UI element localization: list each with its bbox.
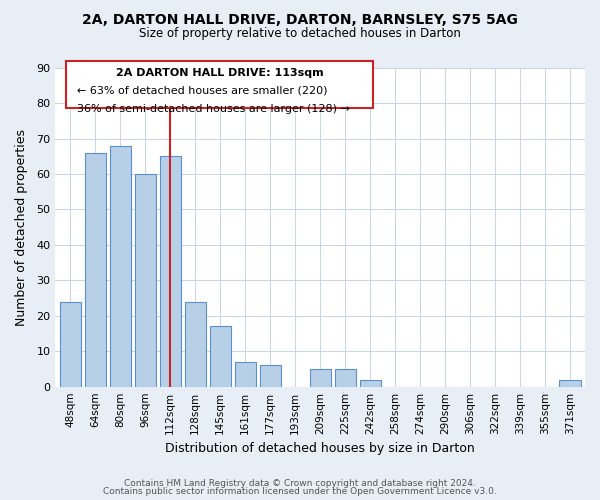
Bar [559,380,581,386]
Text: 36% of semi-detached houses are larger (128) →: 36% of semi-detached houses are larger (… [77,104,349,115]
Bar [260,366,281,386]
Bar [209,326,231,386]
X-axis label: Distribution of detached houses by size in Darton: Distribution of detached houses by size … [165,442,475,455]
Text: 2A, DARTON HALL DRIVE, DARTON, BARNSLEY, S75 5AG: 2A, DARTON HALL DRIVE, DARTON, BARNSLEY,… [82,12,518,26]
Bar [110,146,131,386]
Text: Contains public sector information licensed under the Open Government Licence v3: Contains public sector information licen… [103,487,497,496]
Bar [310,369,331,386]
Text: 2A DARTON HALL DRIVE: 113sqm: 2A DARTON HALL DRIVE: 113sqm [116,68,323,78]
Bar [59,302,81,386]
Text: Size of property relative to detached houses in Darton: Size of property relative to detached ho… [139,28,461,40]
Bar [359,380,381,386]
FancyBboxPatch shape [66,62,373,108]
Bar [160,156,181,386]
Bar [134,174,156,386]
Y-axis label: Number of detached properties: Number of detached properties [15,128,28,326]
Text: Contains HM Land Registry data © Crown copyright and database right 2024.: Contains HM Land Registry data © Crown c… [124,478,476,488]
Bar [185,302,206,386]
Bar [85,153,106,386]
Text: ← 63% of detached houses are smaller (220): ← 63% of detached houses are smaller (22… [77,85,327,95]
Bar [335,369,356,386]
Bar [235,362,256,386]
